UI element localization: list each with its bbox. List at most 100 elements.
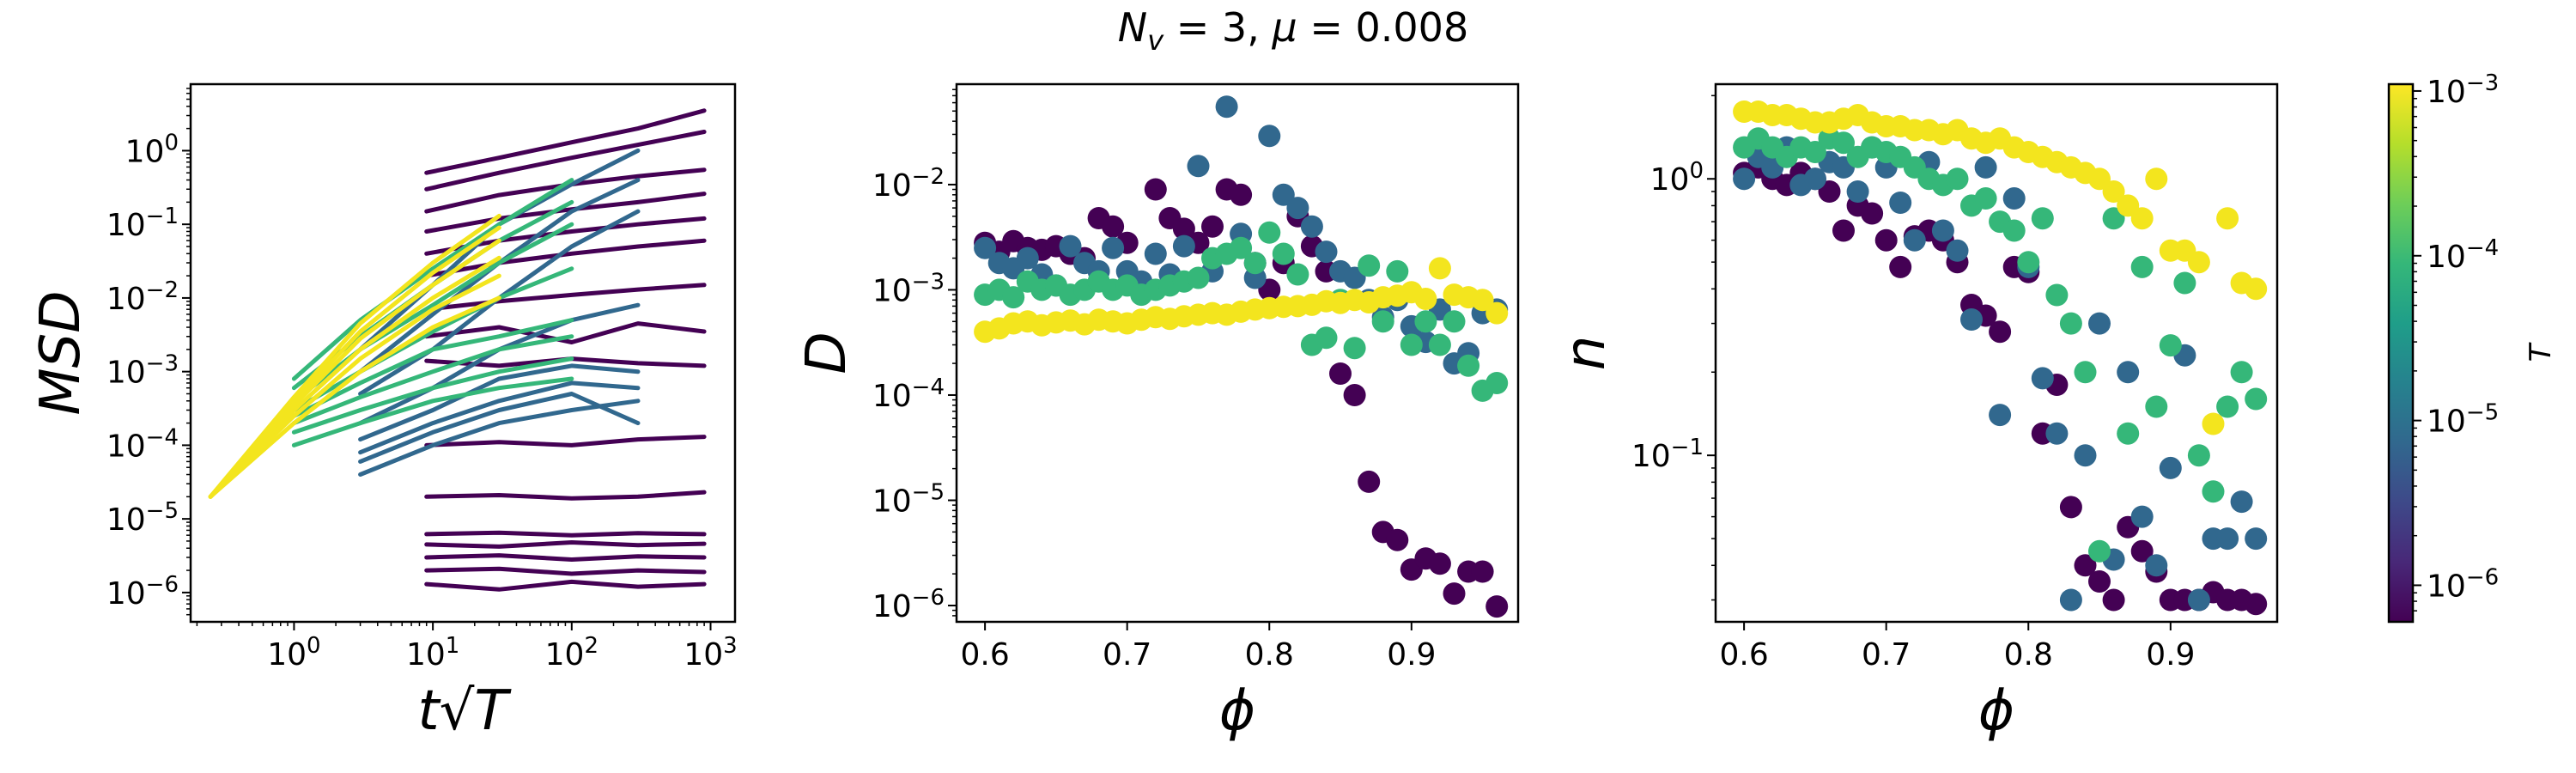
msd-panel: 100 101 102 103 100 10−1 10−2 10−3 10−4 10−5 10−6 t… [29, 82, 738, 743]
exponent-point [2216, 527, 2239, 551]
x-tick-label: 102 [545, 633, 598, 673]
exponent-point [2102, 180, 2125, 203]
diffusion-point [1358, 254, 1381, 277]
msd-curve [291, 178, 574, 381]
msd-curve [424, 108, 707, 175]
exponent-ylabel: n [1554, 336, 1618, 371]
exponent-point [2216, 395, 2239, 418]
exponent-point [2045, 283, 2069, 307]
exponent-frame [1714, 82, 2279, 624]
x-tick-label: 0.9 [1387, 637, 1436, 673]
x-tick-label: 0.7 [1103, 637, 1151, 673]
msd-xlabel: t√T [418, 679, 513, 743]
exponent-point [2059, 312, 2082, 335]
exponent-point [2002, 187, 2026, 210]
exponent-point [1989, 320, 2012, 344]
x-tick-label: 0.6 [1719, 637, 1768, 673]
msd-frame [189, 82, 737, 624]
y-tick-label: 100 [125, 130, 179, 169]
msd-data [208, 108, 707, 592]
diffusion-point [1471, 560, 1494, 583]
exponent-panel: 0.6 0.7 0.8 0.9 100 10−1 ϕ n [1554, 82, 2279, 743]
exponent-point [2145, 395, 2168, 418]
msd-curve [424, 553, 707, 562]
diffusion-point [1300, 215, 1323, 238]
diffusion-point [1428, 257, 1451, 280]
exponent-data [1733, 100, 2268, 616]
diffusion-point [1215, 95, 1238, 119]
diffusion-xlabel: ϕ [1219, 679, 1255, 743]
exponent-point [1832, 219, 1855, 242]
colorbar-label: T [2524, 342, 2558, 362]
temperature-colorbar: 10−3 10−4 10−5 10−6 T [2387, 70, 2558, 624]
exponent-point [1931, 219, 1954, 242]
exponent-point [2145, 167, 2168, 191]
exponent-point [2088, 312, 2111, 335]
diffusion-point [1243, 252, 1267, 275]
diffusion-point [1187, 266, 1210, 289]
exponent-point [2187, 588, 2210, 612]
diffusion-point [1272, 183, 1295, 206]
y-tick-label: 10−6 [872, 585, 945, 624]
diffusion-point [1272, 242, 1295, 265]
msd-curve [424, 540, 707, 549]
exponent-point [2059, 496, 2082, 519]
msd-curve [208, 295, 501, 499]
msd-curve [208, 273, 501, 499]
exponent-point [1889, 255, 1912, 278]
msd-curve [358, 392, 641, 464]
exponent-point [2017, 251, 2040, 274]
exponent-point [2130, 505, 2154, 528]
msd-curve [291, 356, 574, 435]
exponent-point [2045, 422, 2069, 445]
exponent-point [1974, 155, 1997, 179]
exponent-xlabel: ϕ [1978, 679, 2014, 743]
msd-curve [291, 318, 574, 418]
diffusion-point [1485, 595, 1509, 618]
exponent-point [2245, 527, 2268, 551]
diffusion-point [1286, 263, 1309, 286]
exponent-point [1846, 180, 1869, 203]
exponent-point [2130, 539, 2154, 563]
x-tick-label: 0.7 [1862, 637, 1911, 673]
diffusion-point [1428, 333, 1451, 356]
exponent-point [2230, 490, 2253, 514]
colorbar-tick-label: 10−5 [2427, 400, 2499, 440]
diffusion-point [1315, 240, 1338, 264]
exponent-point [2187, 251, 2210, 274]
exponent-point [2173, 271, 2196, 295]
msd-curve [424, 579, 707, 592]
exponent-point [2145, 554, 2168, 577]
exponent-point [1989, 404, 2012, 427]
exponent-point [1832, 131, 1855, 155]
y-tick-label: 10−6 [106, 572, 179, 612]
exponent-point [2088, 539, 2111, 563]
diffusion-data [974, 95, 1509, 618]
exponent-point [2245, 387, 2268, 411]
diffusion-point [1485, 372, 1509, 394]
msd-curve [424, 566, 707, 576]
exponent-point [2159, 334, 2182, 357]
diffusion-point [1258, 221, 1281, 244]
msd-curve [424, 490, 707, 501]
exponent-point [2074, 361, 2097, 384]
diffusion-point [1358, 470, 1381, 493]
x-tick-label: 100 [267, 633, 320, 673]
msd-curve [424, 435, 707, 447]
diffusion-panel: 0.6 0.7 0.8 0.9 10−2 10−3 10−4 10−5 10−6 ϕ D [795, 82, 1520, 743]
exponent-point [2202, 412, 2225, 435]
msd-curve [208, 213, 501, 499]
exponent-point [2031, 207, 2054, 230]
diffusion-point [1443, 582, 1466, 606]
msd-curve [358, 399, 641, 477]
msd-curve [424, 130, 707, 192]
msd-curve [358, 363, 641, 442]
exponent-point [2088, 570, 2111, 593]
msd-curve [291, 376, 574, 447]
x-tick-label: 0.9 [2146, 637, 2195, 673]
y-tick-label: 10−2 [106, 277, 179, 317]
colorbar-tick-label: 10−4 [2427, 235, 2499, 275]
y-tick-label: 100 [1650, 158, 1704, 198]
diffusion-point [1187, 155, 1210, 178]
